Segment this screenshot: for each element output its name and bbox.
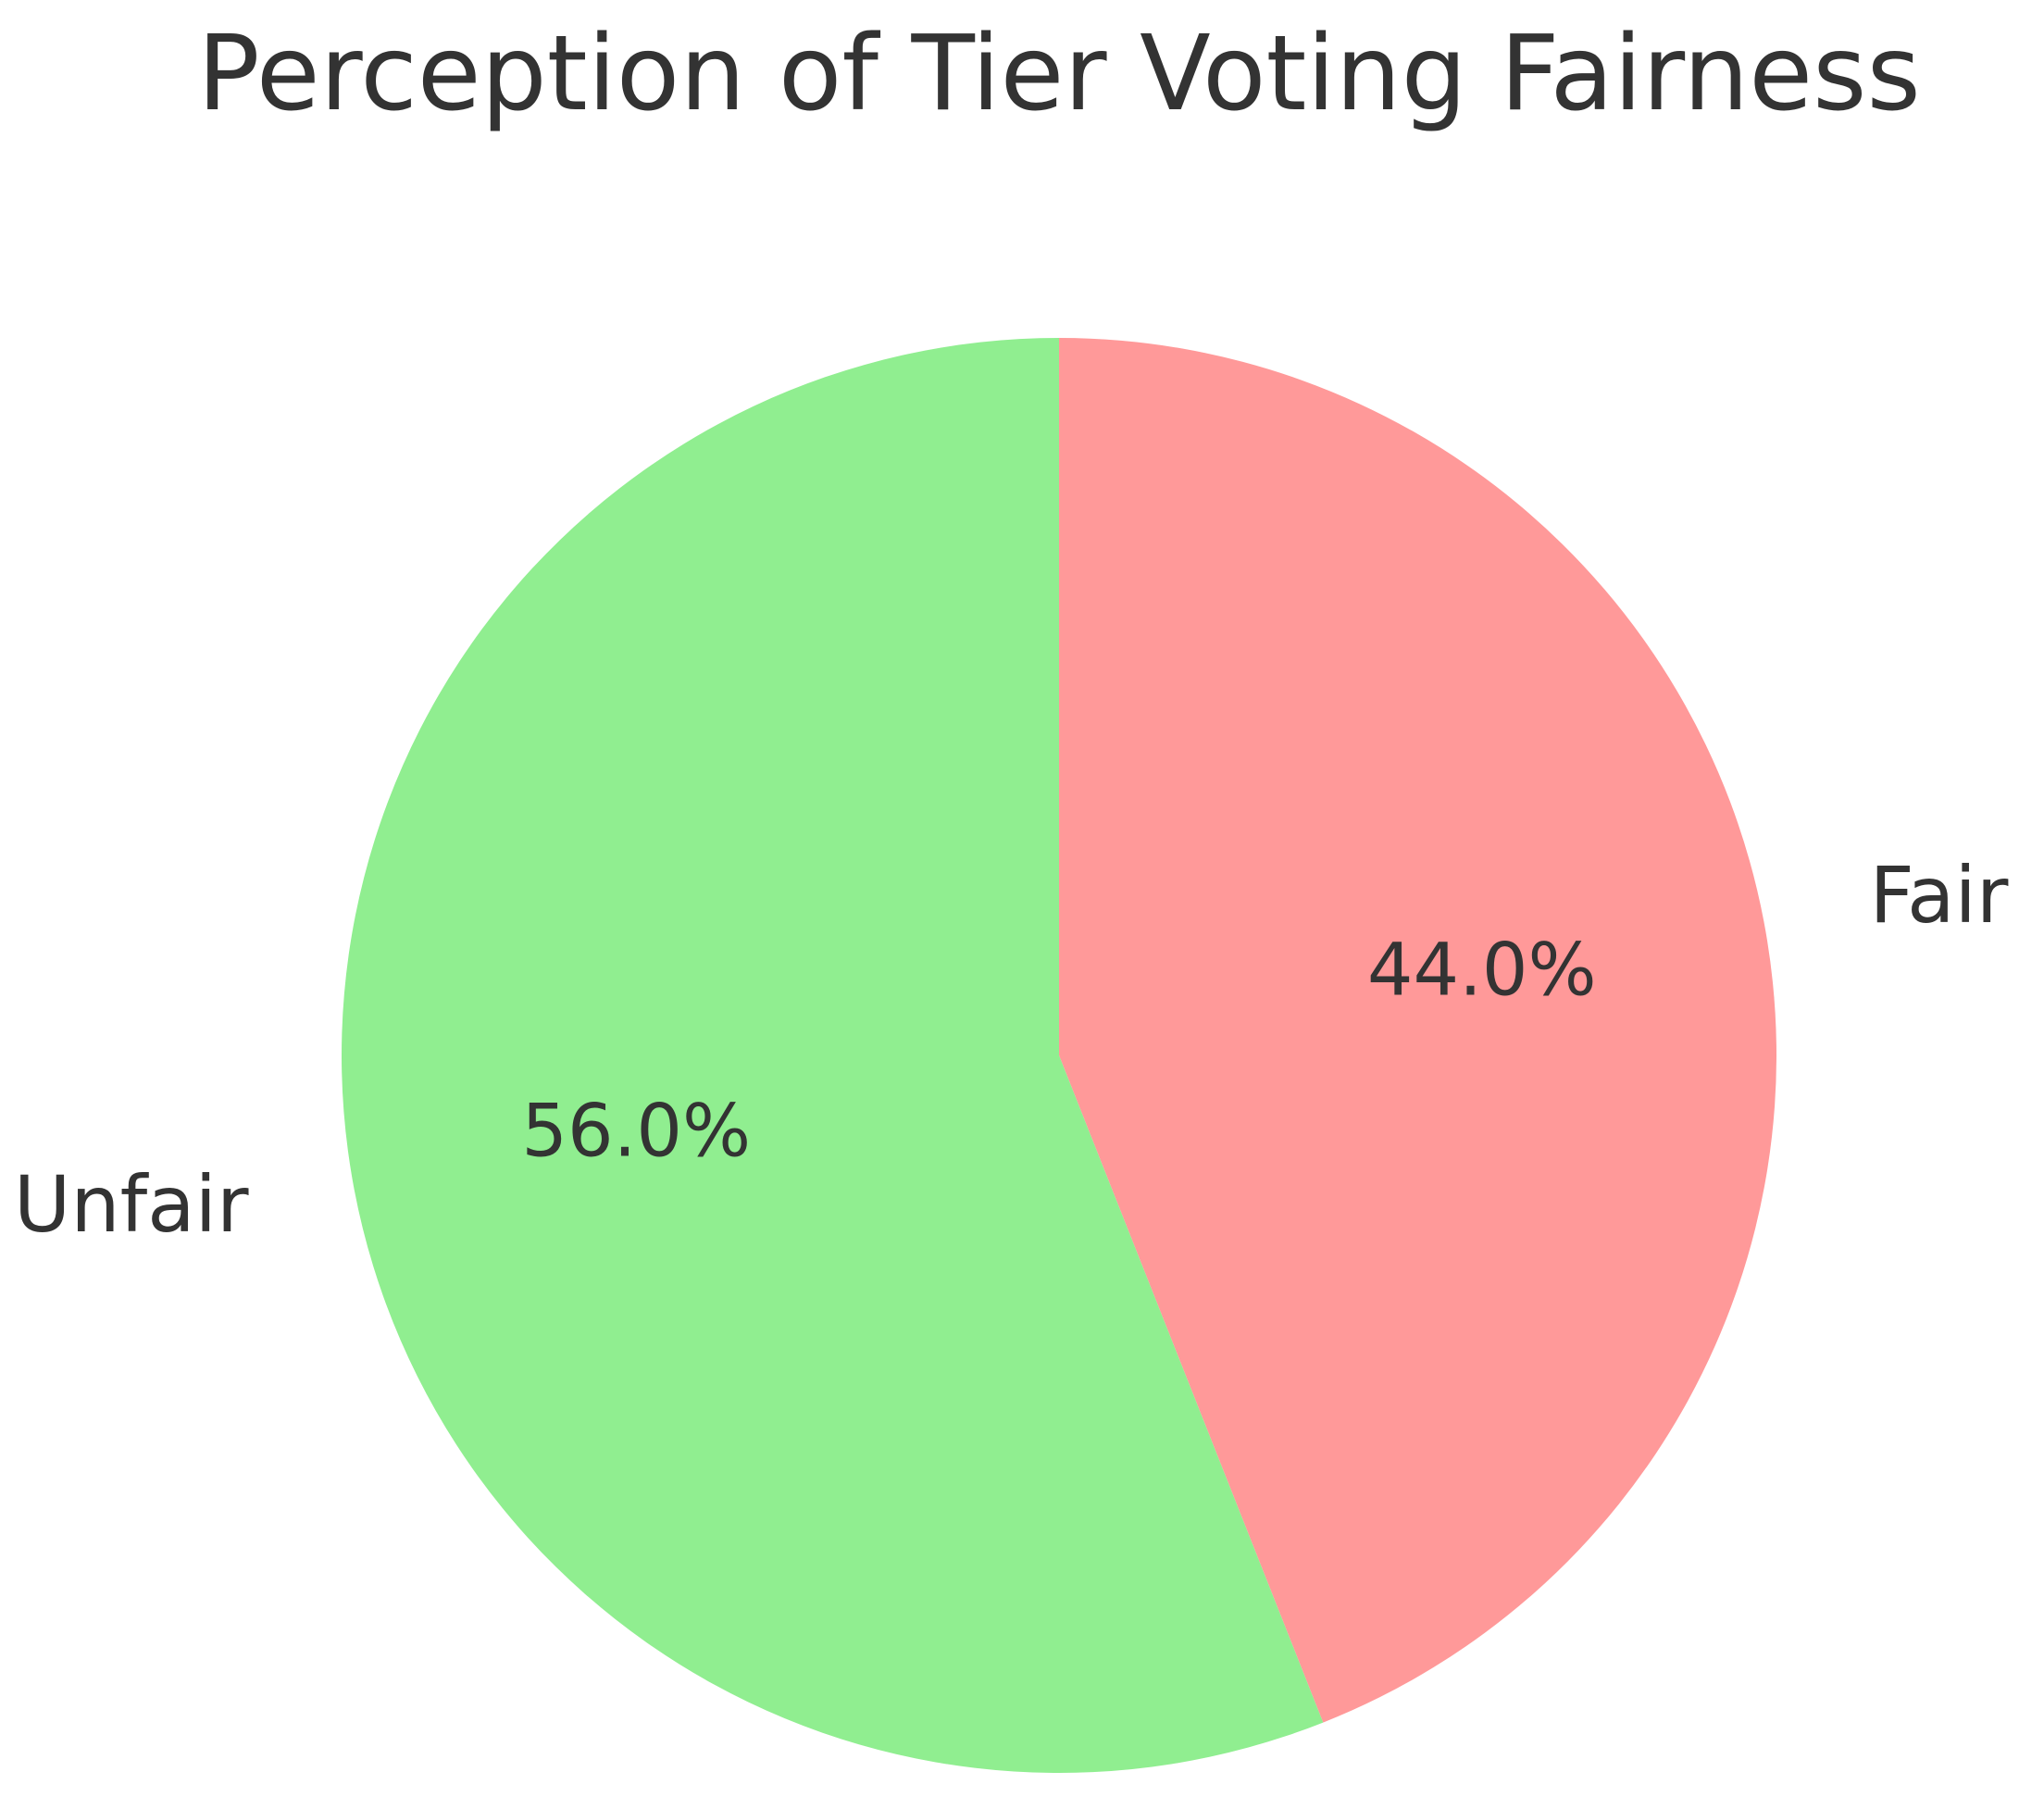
slice-percent-fair: 44.0% bbox=[1367, 929, 1597, 1012]
slice-label-fair: Fair bbox=[1869, 850, 2008, 941]
chart-title: Perception of Tier Voting Fairness bbox=[197, 14, 1921, 134]
pie-slices bbox=[342, 338, 1777, 1773]
pie-slice-fair bbox=[1059, 338, 1777, 1723]
slice-percent-unfair: 56.0% bbox=[521, 1091, 751, 1174]
pie-labels: Fair 44.0% Unfair 56.0% bbox=[14, 850, 2009, 1250]
slice-label-unfair: Unfair bbox=[14, 1159, 249, 1250]
pie-slice-unfair bbox=[342, 338, 1324, 1773]
